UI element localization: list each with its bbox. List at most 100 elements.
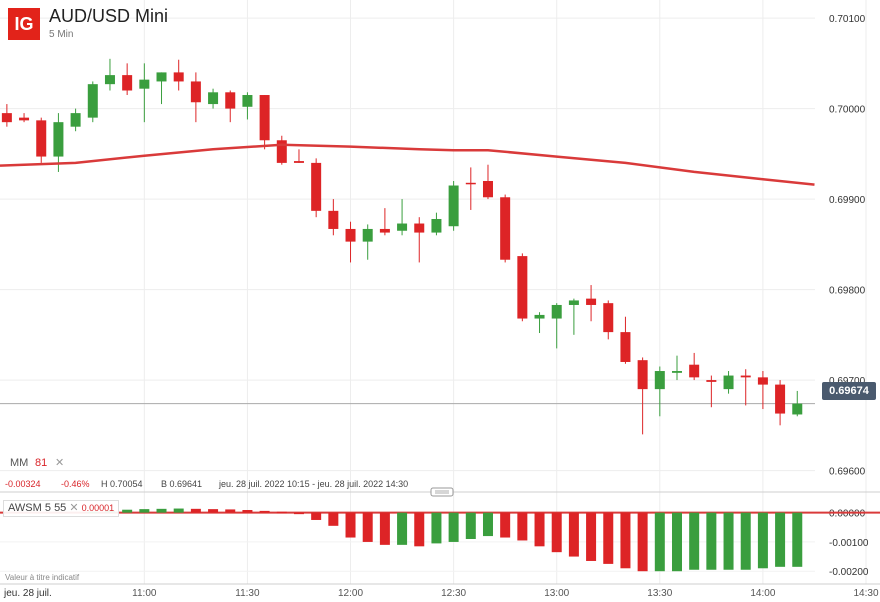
oscillator-bar (397, 512, 408, 545)
candle (534, 312, 545, 334)
candle-body (104, 75, 115, 85)
oscillator-bar (534, 512, 545, 547)
candle-body (500, 197, 511, 260)
oscillator-bar (311, 512, 322, 520)
oscillator-bar (551, 512, 562, 553)
candle (190, 72, 201, 123)
candle-body (70, 113, 81, 127)
y-tick-label: 0.70000 (829, 105, 866, 116)
candle (225, 90, 236, 123)
x-tick-label: 13:30 (647, 588, 672, 599)
awsm-label: AWSM (8, 502, 42, 514)
oscillator-bar (775, 512, 786, 567)
oscillator-bar (139, 509, 150, 513)
candle-body (654, 371, 665, 390)
candle (139, 63, 150, 123)
low-value: B 0.69641 (161, 479, 203, 489)
candle-body (311, 162, 322, 211)
date-range: jeu. 28 juil. 2022 10:15 - jeu. 28 juil.… (219, 479, 409, 489)
oscillator-bar (586, 512, 597, 561)
indicative-value-note: Valeur à titre indicatif (5, 573, 80, 582)
x-tick-label: 12:00 (338, 588, 363, 599)
oscillator-bar (620, 512, 631, 569)
candle (70, 108, 81, 132)
candle (276, 135, 287, 165)
timeframe-label[interactable]: 5 Min (49, 29, 74, 40)
candle (53, 113, 64, 172)
awsm-close-icon[interactable]: ✕ (69, 502, 79, 514)
x-tick-label: 14:30 (853, 588, 878, 599)
candle-body (603, 303, 614, 333)
candle-body (156, 72, 167, 82)
candle (311, 158, 322, 218)
candle (87, 81, 98, 123)
candle-body (173, 72, 184, 82)
candle (517, 253, 528, 322)
oscillator-bar (345, 512, 356, 538)
candle (345, 221, 356, 263)
candle (414, 217, 425, 263)
candle (792, 390, 803, 417)
oscillator-bar (757, 512, 768, 569)
candle-body (19, 117, 30, 121)
candle (173, 59, 184, 91)
x-tick-label: 11:00 (132, 588, 157, 599)
oscillator-bar (654, 512, 665, 572)
x-tick-label: 13:00 (544, 588, 569, 599)
candle-body (208, 92, 219, 105)
candle-body (757, 377, 768, 385)
oscillator-bar (465, 512, 476, 539)
x-tick-label: 14:00 (750, 588, 775, 599)
candle-body (482, 180, 493, 198)
mm-indicator-period: 81 (35, 457, 48, 469)
candle-body (448, 185, 459, 227)
candle-body (740, 375, 751, 378)
oscillator-bar (706, 512, 717, 570)
ig-logo: IG (8, 8, 40, 40)
awsm-indicator-legend[interactable]: AWSM 5 55 ✕ 0.00001 (3, 500, 120, 517)
candle-body (568, 300, 579, 305)
mm-indicator-label[interactable]: MM (10, 457, 29, 469)
candle-body (775, 384, 786, 414)
awsm-param-slow: 55 (54, 502, 67, 514)
candle-body (792, 403, 803, 415)
panel-resize-handle (430, 487, 454, 497)
candle-body (276, 140, 287, 163)
oscillator-bar (414, 512, 425, 547)
oscillator-bar (259, 510, 270, 513)
candle (328, 199, 339, 236)
candle-body (517, 256, 528, 319)
y-tick-label: 0.70100 (829, 14, 866, 25)
candle (104, 58, 115, 91)
candle-body (671, 371, 682, 373)
candle (19, 113, 30, 123)
oscillator-bar (242, 510, 253, 513)
awsm-hidden-value: 0.00001 (81, 503, 115, 513)
candle-body (225, 92, 236, 109)
candle-body (689, 364, 700, 378)
candle-body (259, 95, 270, 141)
moving-average-line (0, 143, 815, 186)
candle (482, 164, 493, 200)
candle-body (379, 228, 390, 233)
change-percent: -0.46% (61, 479, 90, 489)
candle-body (706, 380, 717, 382)
candle (723, 371, 734, 394)
candle-body (534, 314, 545, 319)
candle-body (586, 298, 597, 305)
candle-body (723, 375, 734, 390)
x-tick-label: 11:30 (235, 588, 260, 599)
candle (603, 300, 614, 340)
oscillator-bar (276, 511, 287, 514)
candle (637, 357, 648, 435)
candle-body (36, 120, 47, 157)
candle-body (431, 218, 442, 233)
oscillator-bar (637, 512, 648, 572)
candle-body (362, 228, 373, 242)
candle (208, 88, 219, 109)
oscillator-bar (173, 508, 184, 513)
mm-close-icon[interactable]: ✕ (55, 457, 65, 469)
x-tick-label: 12:30 (441, 588, 466, 599)
candle-body (414, 223, 425, 233)
